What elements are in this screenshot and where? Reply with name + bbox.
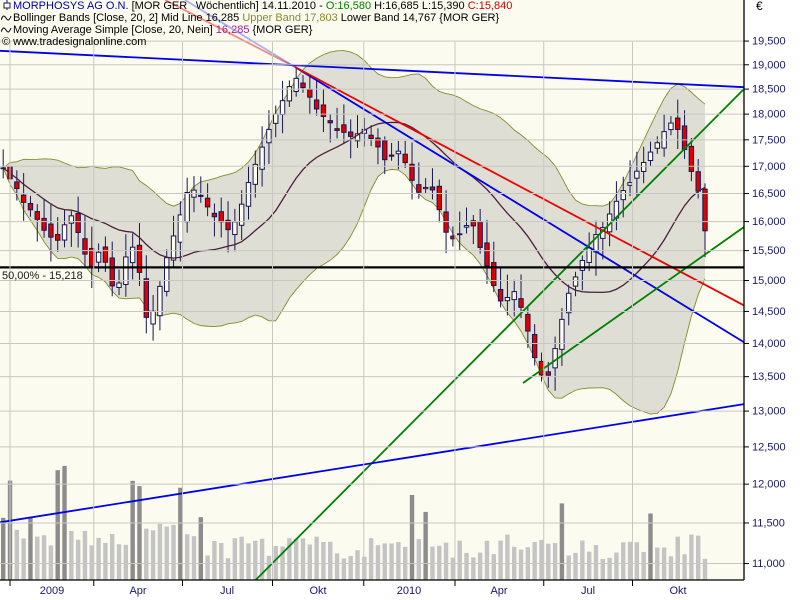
svg-text:12,500: 12,500 — [752, 441, 786, 453]
svg-text:11,000: 11,000 — [752, 558, 785, 570]
svg-text:Okt: Okt — [309, 585, 326, 597]
svg-text:18,000: 18,000 — [752, 109, 786, 121]
svg-text:13,000: 13,000 — [752, 406, 786, 418]
svg-text:16,500: 16,500 — [752, 188, 786, 200]
svg-text:2010: 2010 — [397, 585, 421, 597]
svg-text:16,000: 16,000 — [752, 216, 786, 228]
svg-text:11,500: 11,500 — [752, 517, 785, 529]
svg-text:19,500: 19,500 — [752, 36, 786, 48]
svg-text:50,00% - 15,218: 50,00% - 15,218 — [2, 270, 83, 282]
svg-text:17,500: 17,500 — [752, 134, 786, 146]
svg-text:15,000: 15,000 — [752, 275, 786, 287]
svg-text:15,500: 15,500 — [752, 245, 786, 257]
svg-text:€: € — [756, 0, 763, 13]
svg-text:Apr: Apr — [129, 585, 146, 597]
svg-text:19,000: 19,000 — [752, 59, 786, 71]
svg-text:18,500: 18,500 — [752, 84, 786, 96]
svg-text:14,000: 14,000 — [752, 338, 786, 350]
svg-text:Jul: Jul — [220, 585, 234, 597]
svg-text:Jul: Jul — [581, 585, 595, 597]
svg-text:Apr: Apr — [490, 585, 507, 597]
svg-text:14,500: 14,500 — [752, 306, 786, 318]
svg-text:2009: 2009 — [40, 585, 64, 597]
svg-text:17,000: 17,000 — [752, 161, 786, 173]
svg-text:12,000: 12,000 — [752, 479, 786, 491]
svg-text:13,500: 13,500 — [752, 371, 786, 383]
svg-text:Okt: Okt — [669, 585, 686, 597]
